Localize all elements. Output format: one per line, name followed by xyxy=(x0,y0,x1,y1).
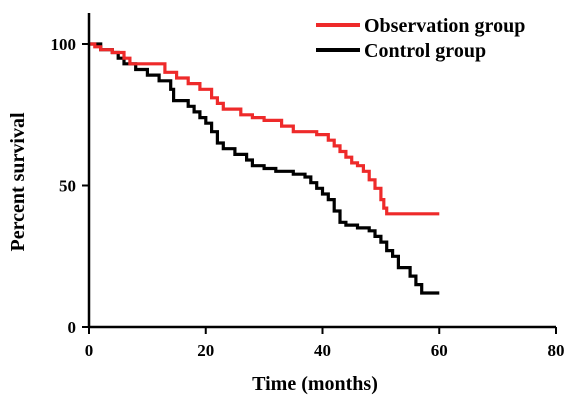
series-line-observation xyxy=(89,42,440,216)
x-tick-label: 40 xyxy=(314,341,331,360)
legend-label-observation: Observation group xyxy=(364,15,525,37)
x-axis-title: Time (months) xyxy=(252,373,378,395)
y-tick-label: 100 xyxy=(51,35,77,54)
x-tick-label: 20 xyxy=(197,341,214,360)
x-tick-label: 60 xyxy=(431,341,448,360)
y-tick-label: 50 xyxy=(59,177,76,196)
y-axis-title: Percent survival xyxy=(7,112,29,251)
x-tick-label: 80 xyxy=(548,341,565,360)
legend-label-control: Control group xyxy=(364,40,486,62)
series-line-control xyxy=(89,42,440,295)
x-tick-label: 0 xyxy=(85,341,94,360)
series-layer xyxy=(89,42,440,295)
tick-layer: 0 20 40 60 80 0 50 100 xyxy=(51,35,565,360)
y-tick-label: 0 xyxy=(68,318,77,337)
legend: Observation group Control group xyxy=(316,15,525,62)
